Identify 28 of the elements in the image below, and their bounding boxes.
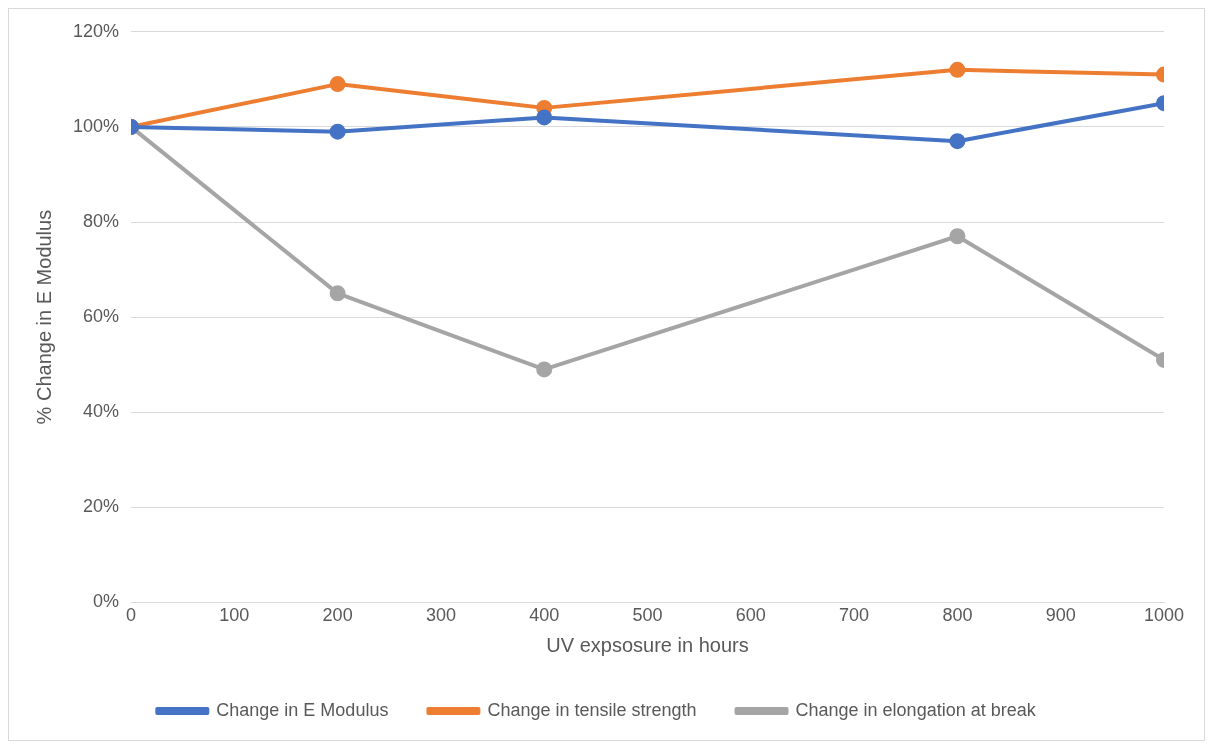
y-tick-label: 20% <box>83 496 120 517</box>
x-tick-label: 0 <box>126 605 137 626</box>
y-tick-label: 0% <box>93 591 120 612</box>
x-tick-label: 900 <box>1045 605 1076 626</box>
x-tick-label: 800 <box>942 605 973 626</box>
legend-label: Change in E Modulus <box>216 699 389 720</box>
y-axis-title: % Change in E Modulus <box>32 209 55 425</box>
point <box>536 109 553 126</box>
point <box>329 76 346 93</box>
point <box>536 361 553 378</box>
legend-label: Change in tensile strength <box>487 699 697 720</box>
legend-label: Change in elongation at break <box>795 699 1037 720</box>
y-tick-label: 100% <box>72 115 120 136</box>
y-tick-label: 80% <box>83 210 120 231</box>
x-tick-label: 700 <box>839 605 870 626</box>
y-tick-label: 40% <box>83 401 120 422</box>
point <box>329 123 346 140</box>
x-tick-label: 500 <box>632 605 663 626</box>
x-tick-label: 200 <box>322 605 353 626</box>
point <box>329 285 346 302</box>
x-tick-label: 600 <box>735 605 766 626</box>
x-tick-label: 400 <box>529 605 560 626</box>
x-tick-label: 1000 <box>1143 605 1185 626</box>
y-tick-label: 120% <box>72 20 120 41</box>
x-tick-label: 100 <box>219 605 250 626</box>
x-tick-label: 300 <box>425 605 456 626</box>
x-axis-title: UV expsosure in hours <box>546 633 749 656</box>
y-tick-label: 60% <box>83 306 120 327</box>
